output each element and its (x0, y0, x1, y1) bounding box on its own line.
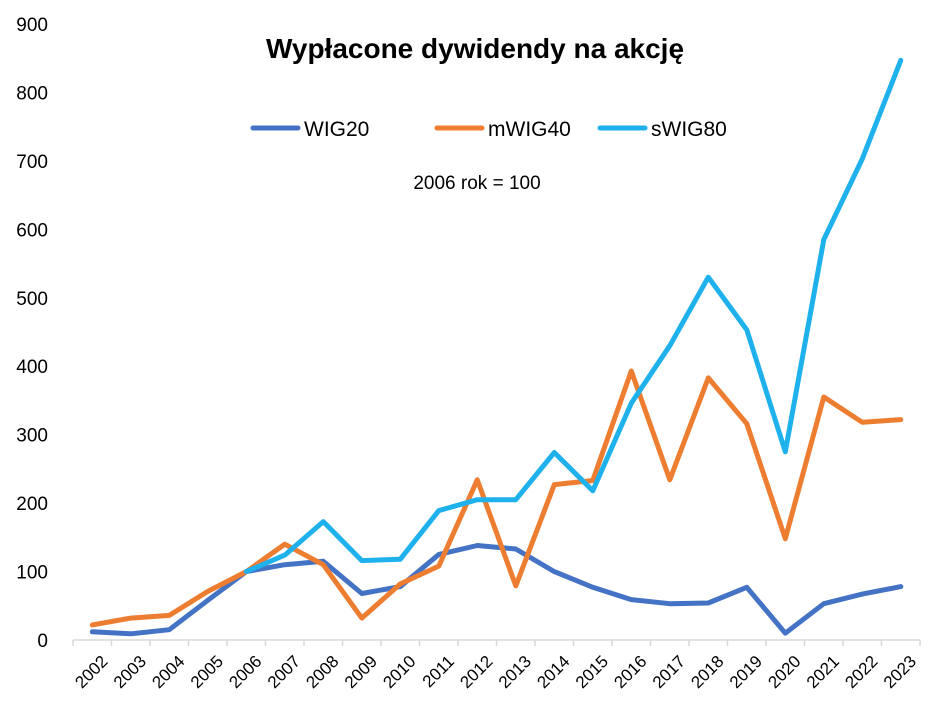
x-tick-label: 2004 (148, 652, 188, 692)
y-tick-label: 500 (16, 289, 48, 310)
x-tick-label: 2005 (187, 652, 227, 692)
x-tick-label: 2006 (225, 652, 265, 692)
x-tick-label: 2021 (803, 652, 843, 692)
legend-label-swig80: sWIG80 (651, 118, 727, 141)
legend-label-wig20: WIG20 (304, 118, 369, 141)
legend: WIG20 mWIG40 sWIG80 (250, 118, 727, 141)
y-tick-label: 900 (16, 15, 48, 36)
x-tick-label: 2010 (379, 652, 419, 692)
y-tick-label: 700 (16, 152, 48, 173)
series-line-swig80 (243, 57, 904, 575)
y-tick-label: 800 (16, 83, 48, 104)
series-line-wig20 (89, 543, 904, 637)
y-tick-label: 200 (16, 494, 48, 515)
x-tick-label: 2014 (533, 652, 573, 692)
y-axis: 0 100 200 300 400 500 600 700 800 900 (16, 15, 48, 652)
x-tick-label: 2009 (341, 652, 381, 692)
x-tick-label: 2015 (572, 652, 612, 692)
y-tick-label: 400 (16, 357, 48, 378)
x-tick-label: 2016 (610, 652, 650, 692)
x-tick-label: 2022 (841, 652, 881, 692)
x-tick-label: 2007 (264, 652, 304, 692)
chart-title: Wypłacone dywidendy na akcję (266, 33, 684, 64)
x-tick-label: 2011 (419, 652, 458, 691)
y-tick-label: 300 (16, 426, 48, 447)
chart-annotation: 2006 rok = 100 (413, 173, 540, 194)
x-tick-label: 2012 (456, 652, 496, 692)
y-tick-label: 600 (16, 220, 48, 241)
x-tick-label: 2023 (880, 652, 920, 692)
x-tick-label: 2017 (649, 652, 689, 692)
legend-label-mwig40: mWIG40 (488, 118, 571, 141)
x-tick-label: 2008 (302, 652, 342, 692)
series-line-mwig40 (89, 368, 904, 628)
x-tick-label: 2018 (687, 652, 727, 692)
x-tick-label: 2020 (764, 652, 804, 692)
x-tick-label: 2003 (110, 652, 150, 692)
y-tick-label: 100 (16, 563, 48, 584)
y-tick-label: 0 (37, 631, 48, 652)
series-layer (89, 57, 904, 637)
x-tick-label: 2013 (495, 652, 535, 692)
x-tick-label: 2002 (71, 652, 111, 692)
x-tick-label: 2019 (726, 652, 766, 692)
